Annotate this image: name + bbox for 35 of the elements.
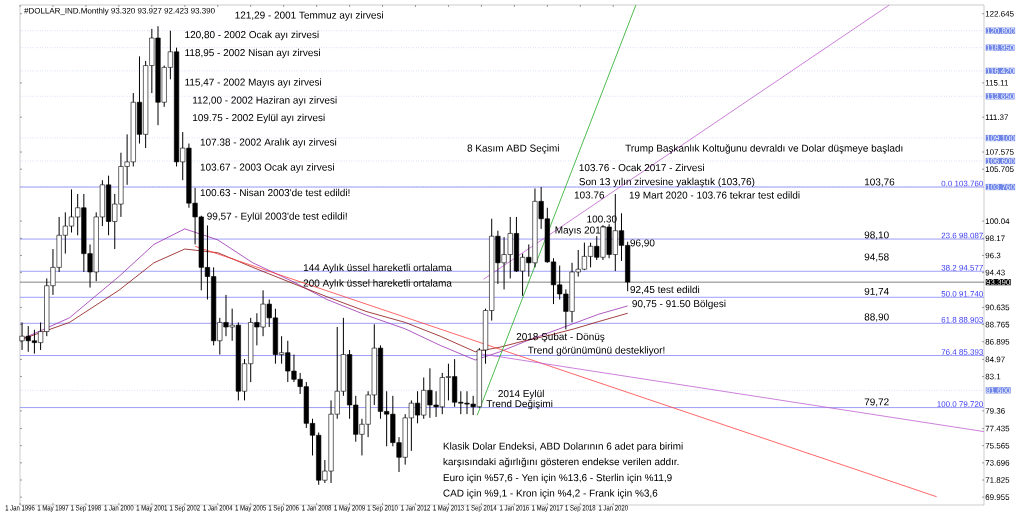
annotation: 120,80 - 2002 Ocak ayı zirvesi: [185, 30, 319, 41]
annotation: 8 Kasım ABD Seçimi: [467, 144, 559, 154]
annotation: 121,29 - 2001 Temmuz ayı zirvesi: [235, 11, 383, 21]
annotation: 144 Aylık üssel hareketli ortalama: [303, 263, 452, 274]
annotation: 2018 Şubat - Dönüş: [516, 332, 605, 343]
annotation: 118,95 - 2002 Nisan ayı zirvesi: [185, 48, 320, 59]
annotation: Son 13 yılın zirvesine yaklaştık (103,76): [579, 177, 755, 188]
annotation: 100.63 - Nisan 2003'de test edildi!: [200, 188, 350, 197]
annotation: Trend görünümünü destekliyor!: [527, 346, 665, 356]
annotation: 103,76: [864, 178, 895, 187]
annotation: CAD için %9,1 - Kron için %4,2 - Frank için %3,6: [443, 489, 658, 499]
annotation: 79,72: [864, 398, 889, 407]
annotation: Trump Başkanlık Koltuğunu devraldı ve Dolar düşmeye başladı: [625, 144, 903, 154]
annotation: 99,57 - Eylül 2003'de test edildi!: [207, 212, 347, 222]
annotation: 107.38 - 2002 Aralık ayı zirvesi: [200, 138, 337, 148]
annotation: karşısındaki ağırlığını gösteren endekse verilen addır.: [443, 457, 679, 468]
annotation: 98,10: [864, 231, 889, 240]
annotation: 200 Aylık üssel hareketli ortalama: [303, 279, 452, 289]
annotation: 103.76: [574, 191, 605, 199]
annotation: Trend Değişimi: [486, 399, 553, 410]
annotation: 88,90: [864, 313, 889, 322]
annotation: 109.75 - 2002 Eylül ayı zirvesi: [193, 113, 325, 124]
annotation: 2014 Eylül: [498, 389, 544, 400]
annotation: Euro için %57,6 - Yen için %13,6 - Sterlin için %11,9: [443, 473, 672, 484]
annotation: 94,58: [864, 253, 889, 262]
annotation: 19 Mart 2020 - 103.76 tekrar test edildi: [629, 191, 800, 199]
annotation: Klasik Dolar Endeksi, ABD Dolarının 6 adet para birimi: [443, 442, 683, 452]
annotation: 103.67 - 2003 Ocak ayı zirvesi: [200, 163, 334, 173]
annotation: 92,45 test edildi: [630, 285, 700, 295]
annotation: 112,00 - 2002 Haziran ayı zirvesi: [193, 96, 337, 106]
annotation: 91,74: [864, 287, 889, 297]
annotation: 90,75 - 91.50 Bölgesi: [632, 299, 726, 310]
annotation: 96,90: [630, 239, 655, 248]
annotation: 115,47 - 2002 Mayıs ayı zirvesi: [185, 78, 322, 88]
annotation: 103.76 - Ocak 2017 - Zirvesi: [579, 163, 704, 172]
